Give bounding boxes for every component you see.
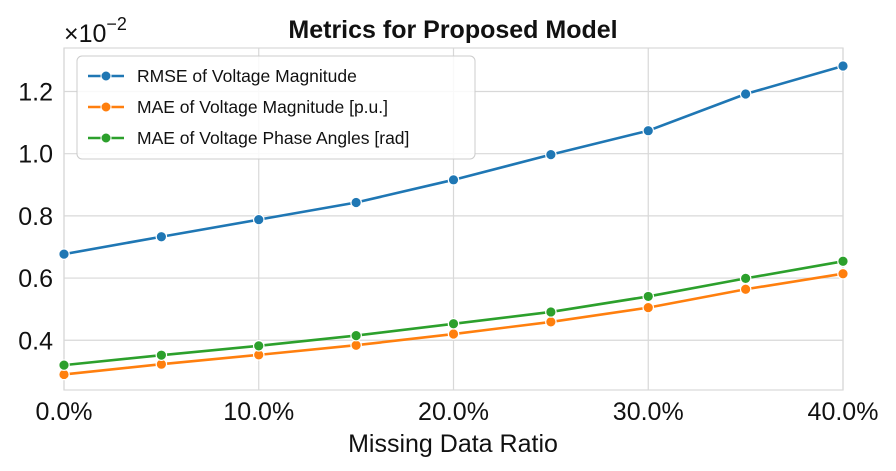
legend-label: MAE of Voltage Magnitude [p.u.] [137,97,388,117]
data-point [837,255,849,268]
legend-box [76,55,476,160]
y-tick-label: 0.6 [18,265,53,293]
data-point [739,88,752,100]
legend-marker [100,132,112,144]
series-3 [58,255,849,371]
series-layer [58,60,849,381]
x-axis-label: Missing Data Ratio [348,430,558,458]
y-tick-label: 1.2 [18,79,53,107]
x-tick-label: 10.0% [223,398,294,426]
data-point [739,272,752,285]
x-tick-label: 30.0% [613,398,684,426]
data-point [837,267,849,280]
data-point [252,340,265,352]
y-tick-label: 0.8 [18,203,53,231]
legend-marker [100,101,112,113]
y-tick-label: 1.0 [18,141,53,169]
data-point [837,60,849,72]
data-point [58,248,70,260]
data-point [642,301,655,314]
y-multiplier-exponent: −2 [106,14,127,34]
x-tick-label: 0.0% [36,398,93,426]
data-point [447,317,460,330]
chart-title: Metrics for Proposed Model [288,16,617,44]
legend-marker [100,70,112,82]
data-point [155,230,168,243]
x-tick-label: 40.0% [808,398,879,426]
y-axis-multiplier: ×10−2 [64,14,127,48]
x-tick-label: 20.0% [418,398,489,426]
legend-label: MAE of Voltage Phase Angles [rad] [137,128,409,148]
data-point [545,306,557,318]
data-point [350,329,362,342]
legend-item: MAE of Voltage Phase Angles [rad] [88,128,409,148]
legend-item: RMSE of Voltage Magnitude [88,66,357,86]
data-point [642,124,655,137]
data-point [447,174,460,186]
series-2 [58,267,849,381]
data-point [252,213,265,226]
series-1 [58,60,849,260]
tick-labels: 0.0% 10.0% 20.0% 30.0% 40.0% 0.4 0.6 0.8 1.0 1.2 [18,79,878,426]
legend: RMSE of Voltage Magnitude MAE of Voltage … [76,55,476,160]
legend-item: MAE of Voltage Magnitude [p.u.] [88,97,388,117]
data-point [350,339,362,352]
y-multiplier-prefix: ×10 [64,20,106,48]
data-point [642,290,655,303]
y-tick-label: 0.4 [18,327,53,355]
data-point [545,148,557,161]
data-point [447,328,460,340]
data-point [350,196,362,209]
data-point [545,316,557,328]
data-point [58,359,70,371]
data-point [155,349,168,361]
data-point [739,283,752,296]
legend-label: RMSE of Voltage Magnitude [137,66,357,86]
